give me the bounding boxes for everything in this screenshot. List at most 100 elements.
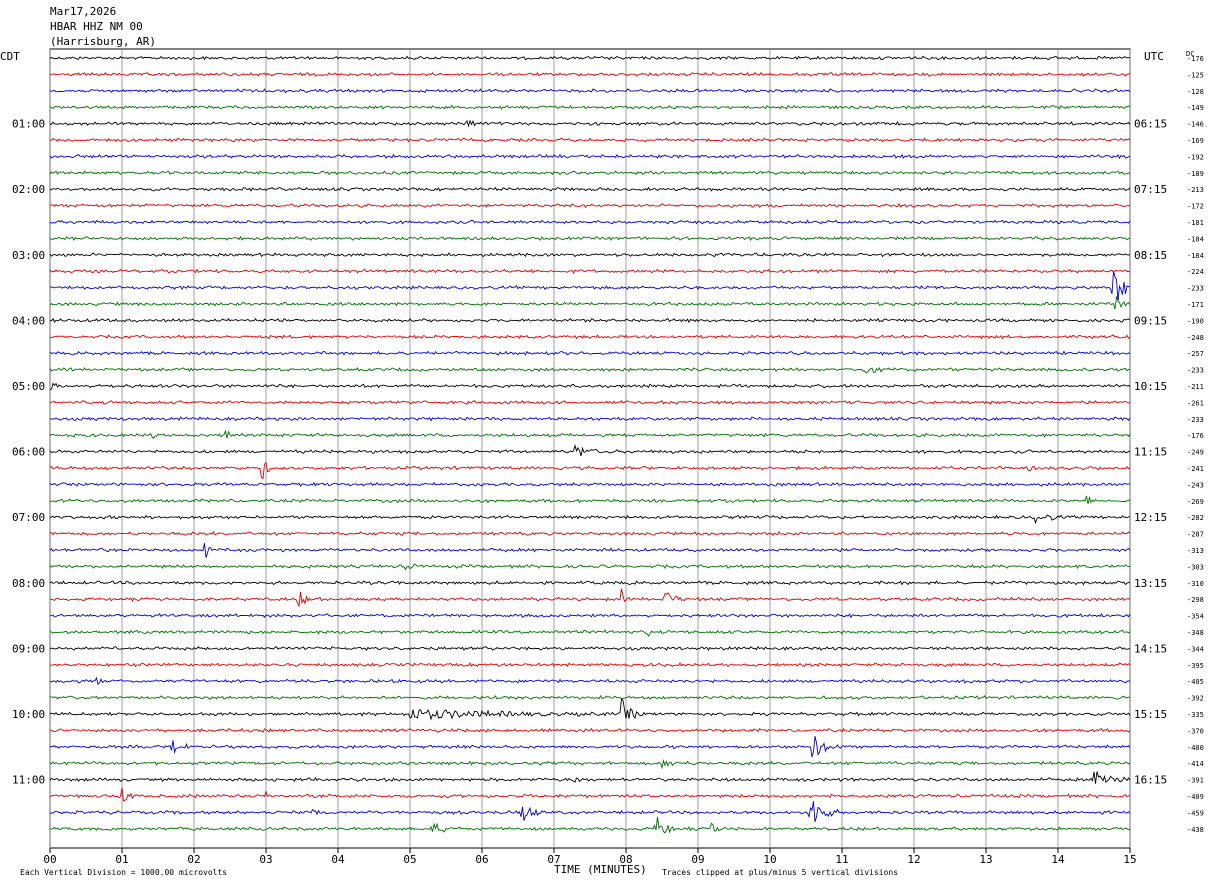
trace-line (49, 736, 1131, 758)
x-tick-label: 08 (619, 853, 632, 866)
dc-offset-label: -233 (1187, 416, 1204, 424)
trace-line (49, 530, 1131, 537)
cdt-hour-label: 11:00 (12, 774, 45, 787)
date-label: Mar17,2026 (50, 5, 117, 18)
dc-offset-label: -181 (1187, 219, 1204, 227)
x-tick-label: 15 (1123, 853, 1136, 866)
trace-line (49, 758, 1131, 770)
x-tick-label: 09 (691, 853, 704, 866)
location-label: (Harrisburg, AR) (50, 35, 156, 48)
dc-offset-label: -354 (1187, 613, 1204, 621)
dc-offset-label: -243 (1187, 481, 1204, 489)
dc-offset-label: -348 (1187, 629, 1204, 637)
utc-hour-label: 13:15 (1134, 577, 1167, 590)
x-tick-label: 07 (547, 853, 560, 866)
right-timezone-label: UTC (1144, 50, 1164, 63)
trace-line (49, 55, 1131, 61)
utc-hour-label: 09:15 (1134, 314, 1167, 327)
trace-line (49, 235, 1131, 242)
trace-line (49, 317, 1131, 324)
utc-hour-label: 15:15 (1134, 708, 1167, 721)
x-tick-label: 03 (259, 853, 272, 866)
dc-offset-label: -257 (1187, 350, 1204, 358)
dc-offset-label: -269 (1187, 498, 1204, 506)
dc-offset-label: -171 (1187, 301, 1204, 309)
dc-offset-label: -310 (1187, 580, 1204, 588)
cdt-hour-label: 10:00 (12, 708, 45, 721)
cdt-hour-label: 09:00 (12, 642, 45, 655)
trace-line (49, 137, 1131, 143)
dc-offset-label: -176 (1187, 432, 1204, 440)
dc-offset-label: -405 (1187, 678, 1204, 686)
trace-line (49, 727, 1131, 733)
dc-offset-label: -190 (1187, 317, 1204, 325)
trace-line (49, 219, 1131, 225)
trace-line (49, 429, 1131, 440)
trace-line (49, 268, 1131, 274)
trace-line (49, 629, 1131, 637)
utc-hour-label: 11:15 (1134, 446, 1167, 459)
trace-line (49, 296, 1131, 310)
utc-hour-label: 08:15 (1134, 249, 1167, 262)
scale-note: Each Vertical Division = 1000.00 microvo… (20, 868, 227, 877)
trace-line (49, 662, 1131, 668)
trace-line (49, 416, 1131, 422)
trace-line (49, 543, 1131, 558)
trace-line (49, 787, 1131, 802)
minute-gridlines (49, 48, 1131, 853)
dc-offset-label: -303 (1187, 563, 1204, 571)
x-tick-label: 02 (187, 853, 200, 866)
dc-offset-label: -184 (1187, 235, 1204, 243)
x-tick-label: 04 (331, 853, 345, 866)
trace-line (49, 613, 1131, 619)
dc-offset-label: -146 (1187, 121, 1204, 129)
clip-note: Traces clipped at plus/minus 5 vertical … (662, 868, 898, 877)
trace-line (49, 514, 1131, 525)
dc-offset-label: -298 (1187, 596, 1204, 604)
dc-offset-label: -192 (1187, 153, 1204, 161)
trace-line (49, 350, 1131, 356)
trace-line (49, 495, 1131, 505)
dc-offset-label: -459 (1187, 809, 1204, 817)
utc-hour-label: 16:15 (1134, 774, 1167, 787)
x-tick-label: 13 (979, 853, 992, 866)
utc-hour-label: 07:15 (1134, 183, 1167, 196)
trace-line (49, 119, 1131, 128)
cdt-hour-label: 04:00 (12, 314, 45, 327)
trace-line (49, 816, 1131, 834)
trace-line (49, 252, 1131, 258)
dc-offset-label: -224 (1187, 268, 1204, 276)
dc-offset-label: -313 (1187, 547, 1204, 555)
cdt-hour-label: 05:00 (12, 380, 45, 393)
x-tick-label: 01 (115, 853, 128, 866)
cdt-hour-label: 03:00 (12, 249, 45, 262)
plot-frame (49, 48, 1131, 849)
dc-offset-label: -370 (1187, 727, 1204, 735)
dc-offset-label: -287 (1187, 531, 1204, 539)
trace-line (49, 481, 1131, 487)
utc-hour-label: 12:15 (1134, 511, 1167, 524)
x-tick-label: 05 (403, 853, 416, 866)
trace-line (49, 104, 1131, 110)
x-tick-label: 14 (1051, 853, 1065, 866)
dc-offset-label: -395 (1187, 662, 1204, 670)
dc-offset-label: -169 (1187, 137, 1204, 145)
trace-line (49, 697, 1131, 721)
dc-offset-label: -125 (1187, 71, 1204, 79)
trace-line (49, 88, 1131, 94)
trace-line (49, 170, 1131, 176)
dc-offset-label: -213 (1187, 186, 1204, 194)
trace-line (49, 186, 1131, 192)
trace-line (49, 71, 1131, 77)
left-timezone-label: CDT (0, 50, 20, 63)
cdt-hour-label: 06:00 (12, 446, 45, 459)
dc-offset-label: -241 (1187, 465, 1204, 473)
axis-labels: 00 01 02 03 04 05 06 07 08 09 10 11 12 13 14 15 -176 -125… (12, 55, 1204, 866)
utc-hour-label: 06:15 (1134, 118, 1167, 131)
trace-line (49, 676, 1131, 686)
x-tick-label: 12 (907, 853, 920, 866)
dc-offset-label: -172 (1187, 203, 1204, 211)
utc-hour-label: 14:15 (1134, 642, 1167, 655)
